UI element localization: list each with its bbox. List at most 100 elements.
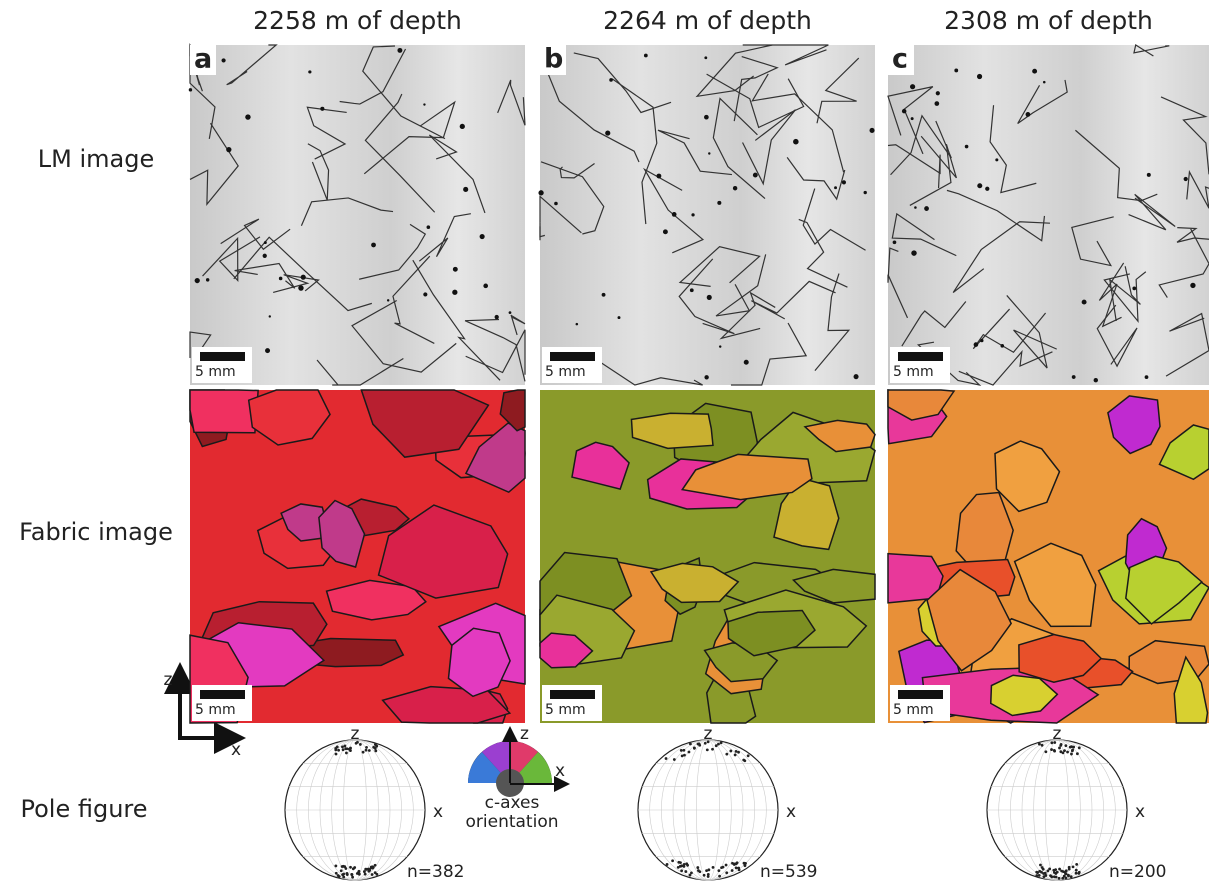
bubble (853, 374, 859, 380)
bubble (226, 146, 232, 153)
pole-point (680, 869, 684, 873)
pole-point (686, 863, 689, 867)
pole-point (340, 865, 344, 868)
grain-boundary (418, 213, 471, 262)
bubble (300, 274, 306, 280)
grain (1173, 655, 1209, 724)
pole-label: z (351, 724, 360, 744)
grain-boundary (1133, 44, 1170, 57)
pole-point (350, 873, 354, 876)
pole-point (743, 864, 747, 868)
scale-bar (550, 352, 595, 361)
scale-bar (200, 352, 245, 361)
grain-boundary (1075, 129, 1158, 202)
pole-point (1052, 871, 1056, 874)
pole-point (1038, 742, 1041, 746)
pole-point (363, 872, 367, 876)
pole-point (1066, 873, 1070, 877)
bubble (463, 186, 469, 193)
pole-point (679, 861, 682, 864)
grain-boundary (657, 129, 733, 176)
bubble (973, 342, 979, 347)
bubble (320, 106, 325, 111)
grain-boundary (1128, 193, 1176, 231)
pole-point (375, 872, 379, 876)
pole-point (364, 748, 368, 752)
scale-label: 5 mm (195, 702, 236, 718)
pole-point (343, 744, 347, 748)
pole-grid (649, 739, 767, 881)
column-header: 2258 m of depth (253, 6, 462, 35)
pole-point (1062, 874, 1066, 878)
bubble (977, 183, 983, 189)
bubble (995, 158, 999, 162)
grain-boundary (952, 221, 1050, 294)
pole-point (707, 868, 711, 872)
scale-label: 5 mm (195, 364, 236, 380)
grain (727, 609, 816, 657)
pole-point (345, 747, 349, 751)
grain (464, 422, 526, 494)
grain (887, 389, 956, 421)
pole-point (1048, 867, 1052, 871)
grain (989, 674, 1059, 717)
pole-point (341, 748, 345, 752)
bubble (308, 70, 312, 74)
grain (318, 499, 366, 568)
bubble (423, 103, 426, 106)
pole-point (1055, 870, 1059, 874)
pole-point (334, 871, 338, 875)
bubble (1032, 68, 1038, 74)
pole-point (744, 861, 747, 865)
bubble (188, 88, 193, 92)
bubble (278, 276, 283, 281)
pole-point (345, 871, 349, 875)
row-label: Fabric image (19, 518, 173, 546)
grain-boundary (428, 134, 486, 214)
bubble (706, 294, 712, 300)
bubble (717, 200, 722, 205)
grain-boundary (300, 197, 394, 226)
pole-point (725, 871, 729, 875)
bubble (617, 316, 621, 320)
grain-boundary (234, 262, 296, 289)
grain-boundary (972, 308, 1047, 354)
pole-point (365, 745, 368, 749)
bubble (268, 315, 271, 318)
color-legend: z x c-axes orientation (466, 724, 570, 832)
bubble (1144, 375, 1149, 379)
letter-box (540, 45, 566, 75)
pole-count: n=200 (1109, 862, 1166, 882)
pole-point (733, 753, 737, 757)
grain-boundary (364, 93, 436, 213)
grain (926, 568, 1013, 672)
pole-point (334, 748, 338, 752)
pole-point (717, 742, 720, 746)
grain-boundary (786, 157, 846, 201)
pole-point (717, 869, 721, 873)
bubble (575, 322, 579, 326)
grain-boundary (220, 218, 291, 251)
pole-point (1064, 869, 1068, 873)
grain (377, 504, 509, 599)
bubble (863, 190, 867, 195)
pole-point (724, 863, 728, 867)
bubble (508, 311, 512, 314)
pole-point (1062, 870, 1065, 874)
pole-point (1070, 752, 1073, 756)
bubble (423, 292, 428, 297)
bubble (985, 186, 990, 191)
bubble (910, 84, 916, 90)
row-label: LM image (38, 145, 154, 173)
grain-boundary (1158, 228, 1209, 298)
bubble (976, 73, 983, 80)
bubble (554, 201, 558, 206)
pole-point (1063, 749, 1066, 753)
bubble (689, 288, 694, 293)
pole-point (1037, 873, 1041, 877)
grain-boundary (1176, 227, 1209, 243)
pole-point (1064, 872, 1068, 876)
pole-point (353, 866, 357, 869)
bubble (910, 117, 914, 121)
grain-boundary (712, 97, 766, 199)
